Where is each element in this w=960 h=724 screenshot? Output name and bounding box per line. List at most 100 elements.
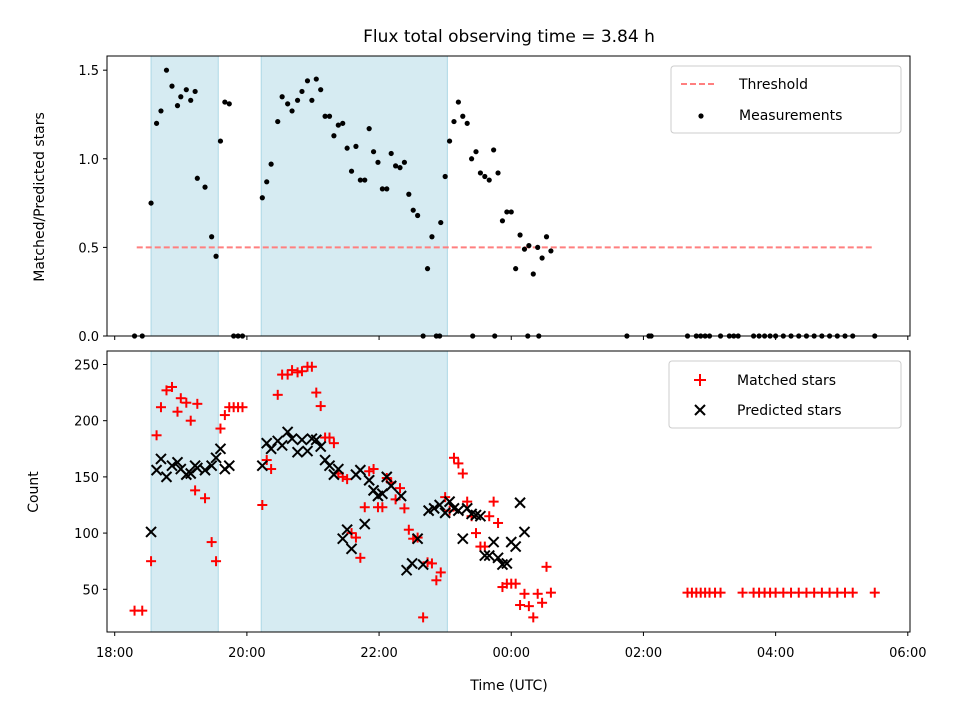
predicted-star-point	[171, 456, 184, 468]
panel-counts: 18:00 20:00 22:00 00:00 02:00 04:00 06:00 50 100…	[26, 350, 927, 694]
matched-star-point	[457, 468, 468, 479]
x-tick-label: 02:00	[625, 646, 662, 661]
matched-star-point	[266, 464, 277, 475]
matched-star-point	[328, 438, 339, 449]
matched-star-point	[190, 485, 201, 496]
y-tick-label-top: 0.0	[78, 330, 99, 345]
matched-star-point	[287, 365, 298, 376]
measurement-point	[375, 159, 381, 165]
measurement-point	[535, 244, 541, 250]
measurement-point	[482, 173, 488, 180]
measurement-point	[357, 177, 363, 183]
matched-star-point	[315, 401, 326, 412]
matched-star-point	[296, 366, 307, 377]
shaded-interval	[150, 55, 219, 337]
axes-frame	[106, 350, 911, 633]
matched-star-point	[359, 502, 370, 513]
matched-star-point	[151, 430, 162, 441]
matched-star-point	[426, 558, 437, 569]
y-tick-label-bottom: 200	[74, 415, 99, 430]
matched-star-point	[146, 556, 157, 567]
matched-star-point	[155, 402, 166, 413]
measurement-point	[526, 243, 532, 249]
predicted-star-point	[332, 463, 345, 475]
matched-star-point	[175, 393, 186, 404]
measurement-point	[275, 118, 281, 125]
predicted-star-point	[354, 464, 367, 476]
measurement-point	[388, 150, 394, 157]
legend-measurements-swatch	[698, 113, 704, 119]
matched-star-point	[435, 567, 446, 578]
predicted-star-point	[199, 464, 211, 476]
y-axis-label-top: Matched/Predicted stars	[32, 112, 48, 282]
predicted-star-point	[310, 434, 322, 446]
predicted-star-point	[518, 526, 531, 538]
measurement-point	[442, 173, 448, 180]
measurement-point	[429, 234, 435, 240]
legend-top: Threshold Measurements	[670, 65, 902, 134]
predicted-star-point	[210, 452, 222, 464]
measurement-point	[370, 149, 377, 155]
measurement-point	[397, 165, 403, 171]
x-tick-label: 22:00	[360, 646, 397, 661]
measurement-point	[379, 186, 385, 192]
measurement-point	[348, 168, 355, 174]
measurement-point	[259, 195, 265, 201]
matched-star-point	[206, 537, 217, 548]
x-tick-label: 00:00	[493, 646, 530, 661]
predicted-star-point	[150, 464, 163, 476]
measurement-point	[401, 159, 408, 165]
matched-star-point	[462, 496, 473, 507]
legend-bottom: Matched stars Predicted stars	[668, 360, 902, 429]
matched-star-point	[715, 587, 726, 598]
predicted-star-point	[166, 459, 178, 472]
measurement-point	[491, 147, 497, 153]
y-axis-label-bottom: Count	[26, 471, 42, 513]
predicted-star-point	[276, 439, 288, 452]
measurement-point	[304, 78, 311, 84]
matched-star-point	[510, 578, 521, 589]
measurement-point	[279, 94, 285, 100]
measurement-point	[326, 113, 333, 119]
measurement-point	[473, 149, 479, 155]
predicted-star-point	[492, 552, 504, 564]
matched-star-point	[161, 385, 172, 396]
matched-star-point	[532, 588, 543, 599]
measurement-point	[521, 246, 528, 252]
measurement-point	[366, 126, 372, 132]
matched-star-point	[368, 464, 379, 475]
x-axis-label: Time (UTC)	[469, 678, 547, 694]
measurement-point	[174, 103, 181, 109]
measurement-point	[213, 253, 219, 259]
predicted-star-point	[291, 446, 304, 458]
predicted-star-point	[433, 499, 446, 511]
predicted-star-point	[443, 495, 456, 508]
measurement-point	[468, 156, 475, 162]
predicted-star-point	[417, 558, 429, 571]
matched-star-point	[200, 493, 211, 504]
measurement-point	[406, 191, 412, 197]
measurement-point	[309, 97, 315, 103]
measurement-point	[464, 120, 470, 126]
predicted-star-point	[479, 549, 491, 562]
predicted-star-point	[281, 426, 294, 438]
predicted-star-point	[487, 536, 500, 548]
measurement-point	[331, 133, 337, 139]
predicted-star-point	[256, 459, 269, 472]
matched-star-point	[418, 612, 429, 623]
predicted-star-point	[457, 533, 469, 545]
measurement-point	[268, 161, 274, 167]
measurement-point	[299, 88, 305, 95]
matched-star-point	[261, 455, 272, 466]
measurement-point	[322, 113, 328, 119]
legend-top-frame	[670, 65, 902, 134]
matched-star-point	[257, 499, 268, 510]
measurement-point	[424, 266, 431, 272]
legend-bottom-frame	[668, 360, 902, 429]
shaded-interval	[260, 350, 448, 633]
measurement-point	[344, 145, 350, 151]
predicted-star-point	[314, 440, 327, 453]
measurement-point	[178, 94, 184, 100]
legend-predicted-swatch	[694, 404, 706, 416]
y-tick-label-bottom: 250	[74, 358, 99, 373]
